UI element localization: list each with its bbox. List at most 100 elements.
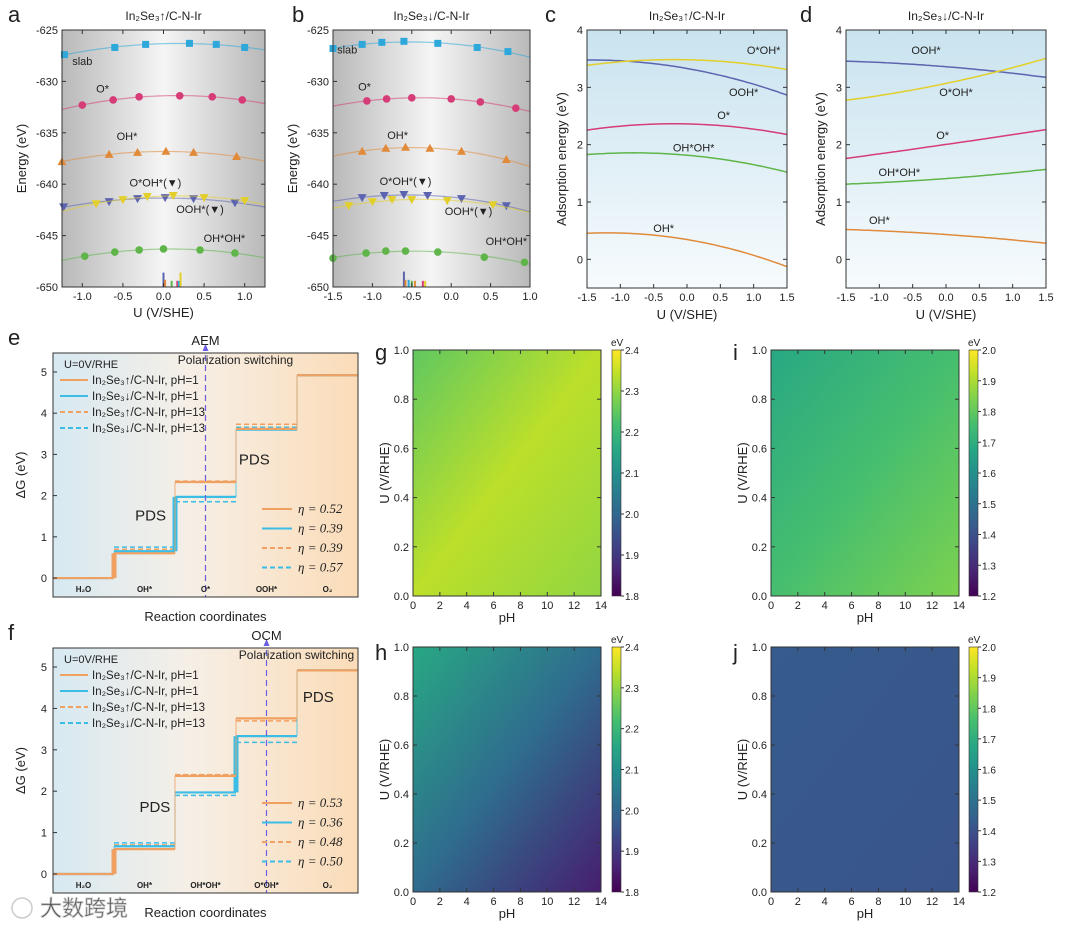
x-tick-label: 1.5 [779, 292, 794, 304]
watermark-logo-icon [11, 897, 33, 919]
y-axis-label: Adsorption energy (eV) [554, 92, 569, 226]
colorbar-tick-label: 2.0 [982, 346, 996, 357]
x-tick-label: 12 [926, 896, 938, 908]
data-point-OH* [161, 146, 171, 155]
x-tick-label: 2 [437, 600, 443, 612]
plot-area [587, 30, 787, 288]
colorbar-tick-label: 1.6 [982, 469, 996, 480]
data-point-O*OH* [387, 196, 397, 205]
category-label: O* [201, 585, 211, 594]
y-tick-label: 0.0 [394, 591, 409, 603]
fit-curve-O* [61, 95, 266, 111]
data-point-OOH* [357, 194, 367, 203]
panel-letter: c [545, 2, 556, 27]
data-point-OOH* [104, 198, 114, 207]
data-point-OH*OH* [135, 246, 143, 254]
series-label: OH* [653, 223, 675, 235]
condition-label: U=0V/RHE [64, 359, 118, 371]
panel-c: OOH*O*OH*O*OH*OH*OH*-1.5 -1.0 -0.5 0.0 0.5 1.… [554, 9, 795, 322]
y-tick-label: -645 [307, 231, 329, 243]
chart-title: In₂Se₃↑/C-N-Ir [649, 9, 725, 23]
y-tick-label: 0.2 [752, 542, 767, 554]
y-tick-label: 0.6 [394, 740, 409, 752]
colorbar-tick-label: 1.4 [982, 531, 996, 542]
x-tick-label: 0 [410, 600, 416, 612]
y-tick-label: 0.6 [752, 740, 767, 752]
panel-j: 0 2 4 6 8 10 12 14 0.0 0.2 0.4 0.6 0.8 1.0 U (V/RHE) pH… [735, 635, 996, 921]
data-point-O* [238, 96, 247, 104]
y-axis-label: ΔG (eV) [13, 452, 28, 499]
x-tick-label: 12 [926, 600, 938, 612]
y-axis-label: U (V/RHE) [377, 442, 392, 503]
curve-OOH* [587, 59, 788, 96]
y-tick-label: 0.6 [752, 443, 767, 455]
y-tick-label: 2 [836, 140, 842, 152]
x-tick-label: 1.0 [1005, 292, 1020, 304]
pds-label: PDS [303, 689, 334, 706]
series-label: OOH*(▼) [445, 206, 493, 218]
series-label: O* [936, 130, 950, 142]
y-tick-label: 1.0 [394, 345, 409, 357]
colorbar-tick-label: 1.9 [982, 377, 996, 388]
category-label: OH* [137, 585, 153, 594]
y-tick-label: -630 [307, 76, 329, 88]
series-label: OH*OH* [204, 233, 246, 245]
panel-d: OOH*O*OH*O*OH*OH*OH*-1.5 -1.0 -0.5 0.0 0.5 1.… [813, 9, 1054, 322]
colorbar-tick-label: 2.0 [625, 510, 639, 521]
data-point-OH* [501, 155, 511, 164]
series-label: slab [72, 56, 92, 68]
category-label: O₂ [323, 585, 333, 594]
x-tick-label: -0.5 [644, 292, 663, 304]
legend-label: In₂Se₃↓/C-N-Ir, pH=1 [92, 391, 199, 403]
x-tick-label: 14 [595, 600, 607, 612]
y-tick-label: -650 [36, 282, 58, 294]
data-point-O*OH* [118, 196, 128, 205]
data-point-O* [78, 101, 87, 109]
x-tick-label: 14 [953, 896, 965, 908]
data-point-slab [400, 37, 408, 45]
x-axis-label: pH [499, 610, 516, 625]
x-tick-label: -1.5 [837, 292, 856, 304]
data-point-O*OH* [91, 200, 101, 209]
panel-h: 0 2 4 6 8 10 12 14 0.0 0.2 0.4 0.6 0.8 1.0 U (V/RHE) pH… [377, 635, 639, 921]
mechanism-title: AEM [191, 333, 219, 348]
panel-letter: d [800, 2, 812, 27]
data-point-OH* [357, 146, 367, 155]
data-point-slab [212, 40, 220, 48]
y-tick-label: 1.0 [752, 345, 767, 357]
x-tick-label: 1.5 [1038, 292, 1053, 304]
y-tick-label: 2 [41, 491, 47, 503]
x-tick-label: 6 [491, 600, 497, 612]
x-tick-label: -1.0 [363, 291, 382, 303]
chart-title: In₂Se₃↓/C-N-Ir [908, 9, 984, 23]
data-point-OOH* [501, 202, 511, 211]
plot-frame [52, 647, 359, 894]
x-axis-label: U (V/SHE) [133, 305, 194, 320]
plot-area [53, 648, 358, 893]
data-point-O*OH* [199, 194, 209, 203]
x-tick-label: -1.0 [870, 292, 889, 304]
category-label: H₂O [76, 585, 92, 594]
x-tick-label: -1.5 [578, 292, 597, 304]
y-axis-label: Energy (eV) [14, 124, 29, 193]
data-point-slab [378, 38, 386, 46]
plot-area [333, 30, 530, 287]
data-point-OH* [104, 149, 114, 158]
colorbar-tick-label: 2.0 [982, 643, 996, 654]
x-axis-label: U (V/SHE) [657, 307, 718, 322]
x-tick-label: 0.0 [938, 292, 953, 304]
series-label: OOH* [729, 87, 759, 99]
x-axis-label: Reaction coordinates [144, 609, 267, 624]
arrow-up-icon [202, 344, 209, 351]
panel-letter: j [732, 640, 738, 665]
panel-letter: f [8, 620, 15, 645]
colorbar-tick-label: 2.0 [625, 806, 639, 817]
category-label: OH*OH* [190, 881, 221, 890]
y-tick-label: 1 [41, 828, 47, 840]
x-tick-label: 6 [849, 600, 855, 612]
overpotential-label: η = 0.53 [298, 795, 343, 810]
x-tick-label: 0 [768, 896, 774, 908]
legend-label: In₂Se₃↑/C-N-Ir, pH=1 [92, 375, 199, 387]
colorbar-unit-label: eV [968, 338, 981, 349]
